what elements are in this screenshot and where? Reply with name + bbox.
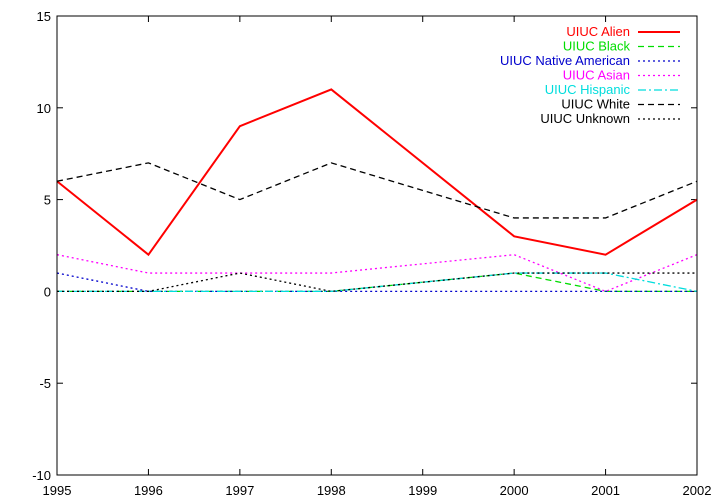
axis-tick-labels: 1995 1996 1997 1998 1999 2000 2001 2002 -10 -5 0 5 1… [32, 9, 711, 498]
x-tick-label: 1996 [134, 483, 163, 498]
y-tick-label: 15 [37, 9, 51, 24]
x-tick-label: 1998 [317, 483, 346, 498]
x-tick-label: 2001 [591, 483, 620, 498]
series-line-uiuc-native-american [56, 272, 697, 293]
x-tick-label: 1999 [408, 483, 437, 498]
series-line-uiuc-alien [56, 88, 698, 257]
y-tick-label: -5 [39, 376, 51, 391]
legend-label: UIUC Native American [500, 53, 630, 68]
x-tick-label: 1997 [225, 483, 254, 498]
series-line-uiuc-white [56, 162, 698, 219]
legend-label: UIUC Alien [566, 24, 630, 39]
legend-label: UIUC Unknown [540, 111, 630, 126]
legend-label: UIUC Hispanic [545, 82, 631, 97]
series-line-uiuc-unknown [57, 272, 697, 293]
legend-label: UIUC White [561, 97, 630, 112]
series-line-uiuc-hispanic [57, 272, 698, 293]
x-tick-label: 2000 [500, 483, 529, 498]
series-line-uiuc-black [57, 272, 697, 293]
x-tick-label: 2002 [683, 483, 712, 498]
y-tick-label: 10 [37, 101, 51, 116]
plot-frame [56, 15, 698, 476]
y-tick-label: 0 [44, 284, 51, 299]
x-tick-label: 1995 [43, 483, 72, 498]
series-lines [56, 88, 698, 293]
y-tick-label: -10 [32, 468, 51, 483]
legend-label: UIUC Black [563, 39, 631, 54]
y-tick-label: 5 [44, 193, 51, 208]
series-line-uiuc-asian [56, 254, 698, 293]
legend-label: UIUC Asian [563, 68, 630, 83]
